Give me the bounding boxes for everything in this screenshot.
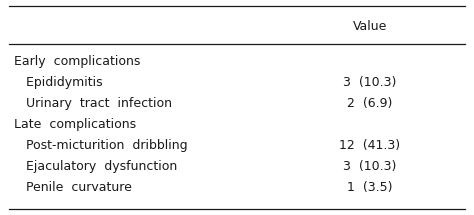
Text: Early  complications: Early complications [14,55,141,68]
Text: 2  (6.9): 2 (6.9) [347,97,392,110]
Text: 12  (41.3): 12 (41.3) [339,139,400,152]
Text: Post-micturition  dribbling: Post-micturition dribbling [14,139,188,152]
Text: Value: Value [353,20,387,33]
Text: Ejaculatory  dysfunction: Ejaculatory dysfunction [14,160,177,173]
Text: Penile  curvature: Penile curvature [14,181,132,194]
Text: Epididymitis: Epididymitis [14,76,103,89]
Text: 3  (10.3): 3 (10.3) [343,76,396,89]
Text: Urinary  tract  infection: Urinary tract infection [14,97,172,110]
Text: 3  (10.3): 3 (10.3) [343,160,396,173]
Text: Late  complications: Late complications [14,118,137,131]
Text: 1  (3.5): 1 (3.5) [347,181,392,194]
